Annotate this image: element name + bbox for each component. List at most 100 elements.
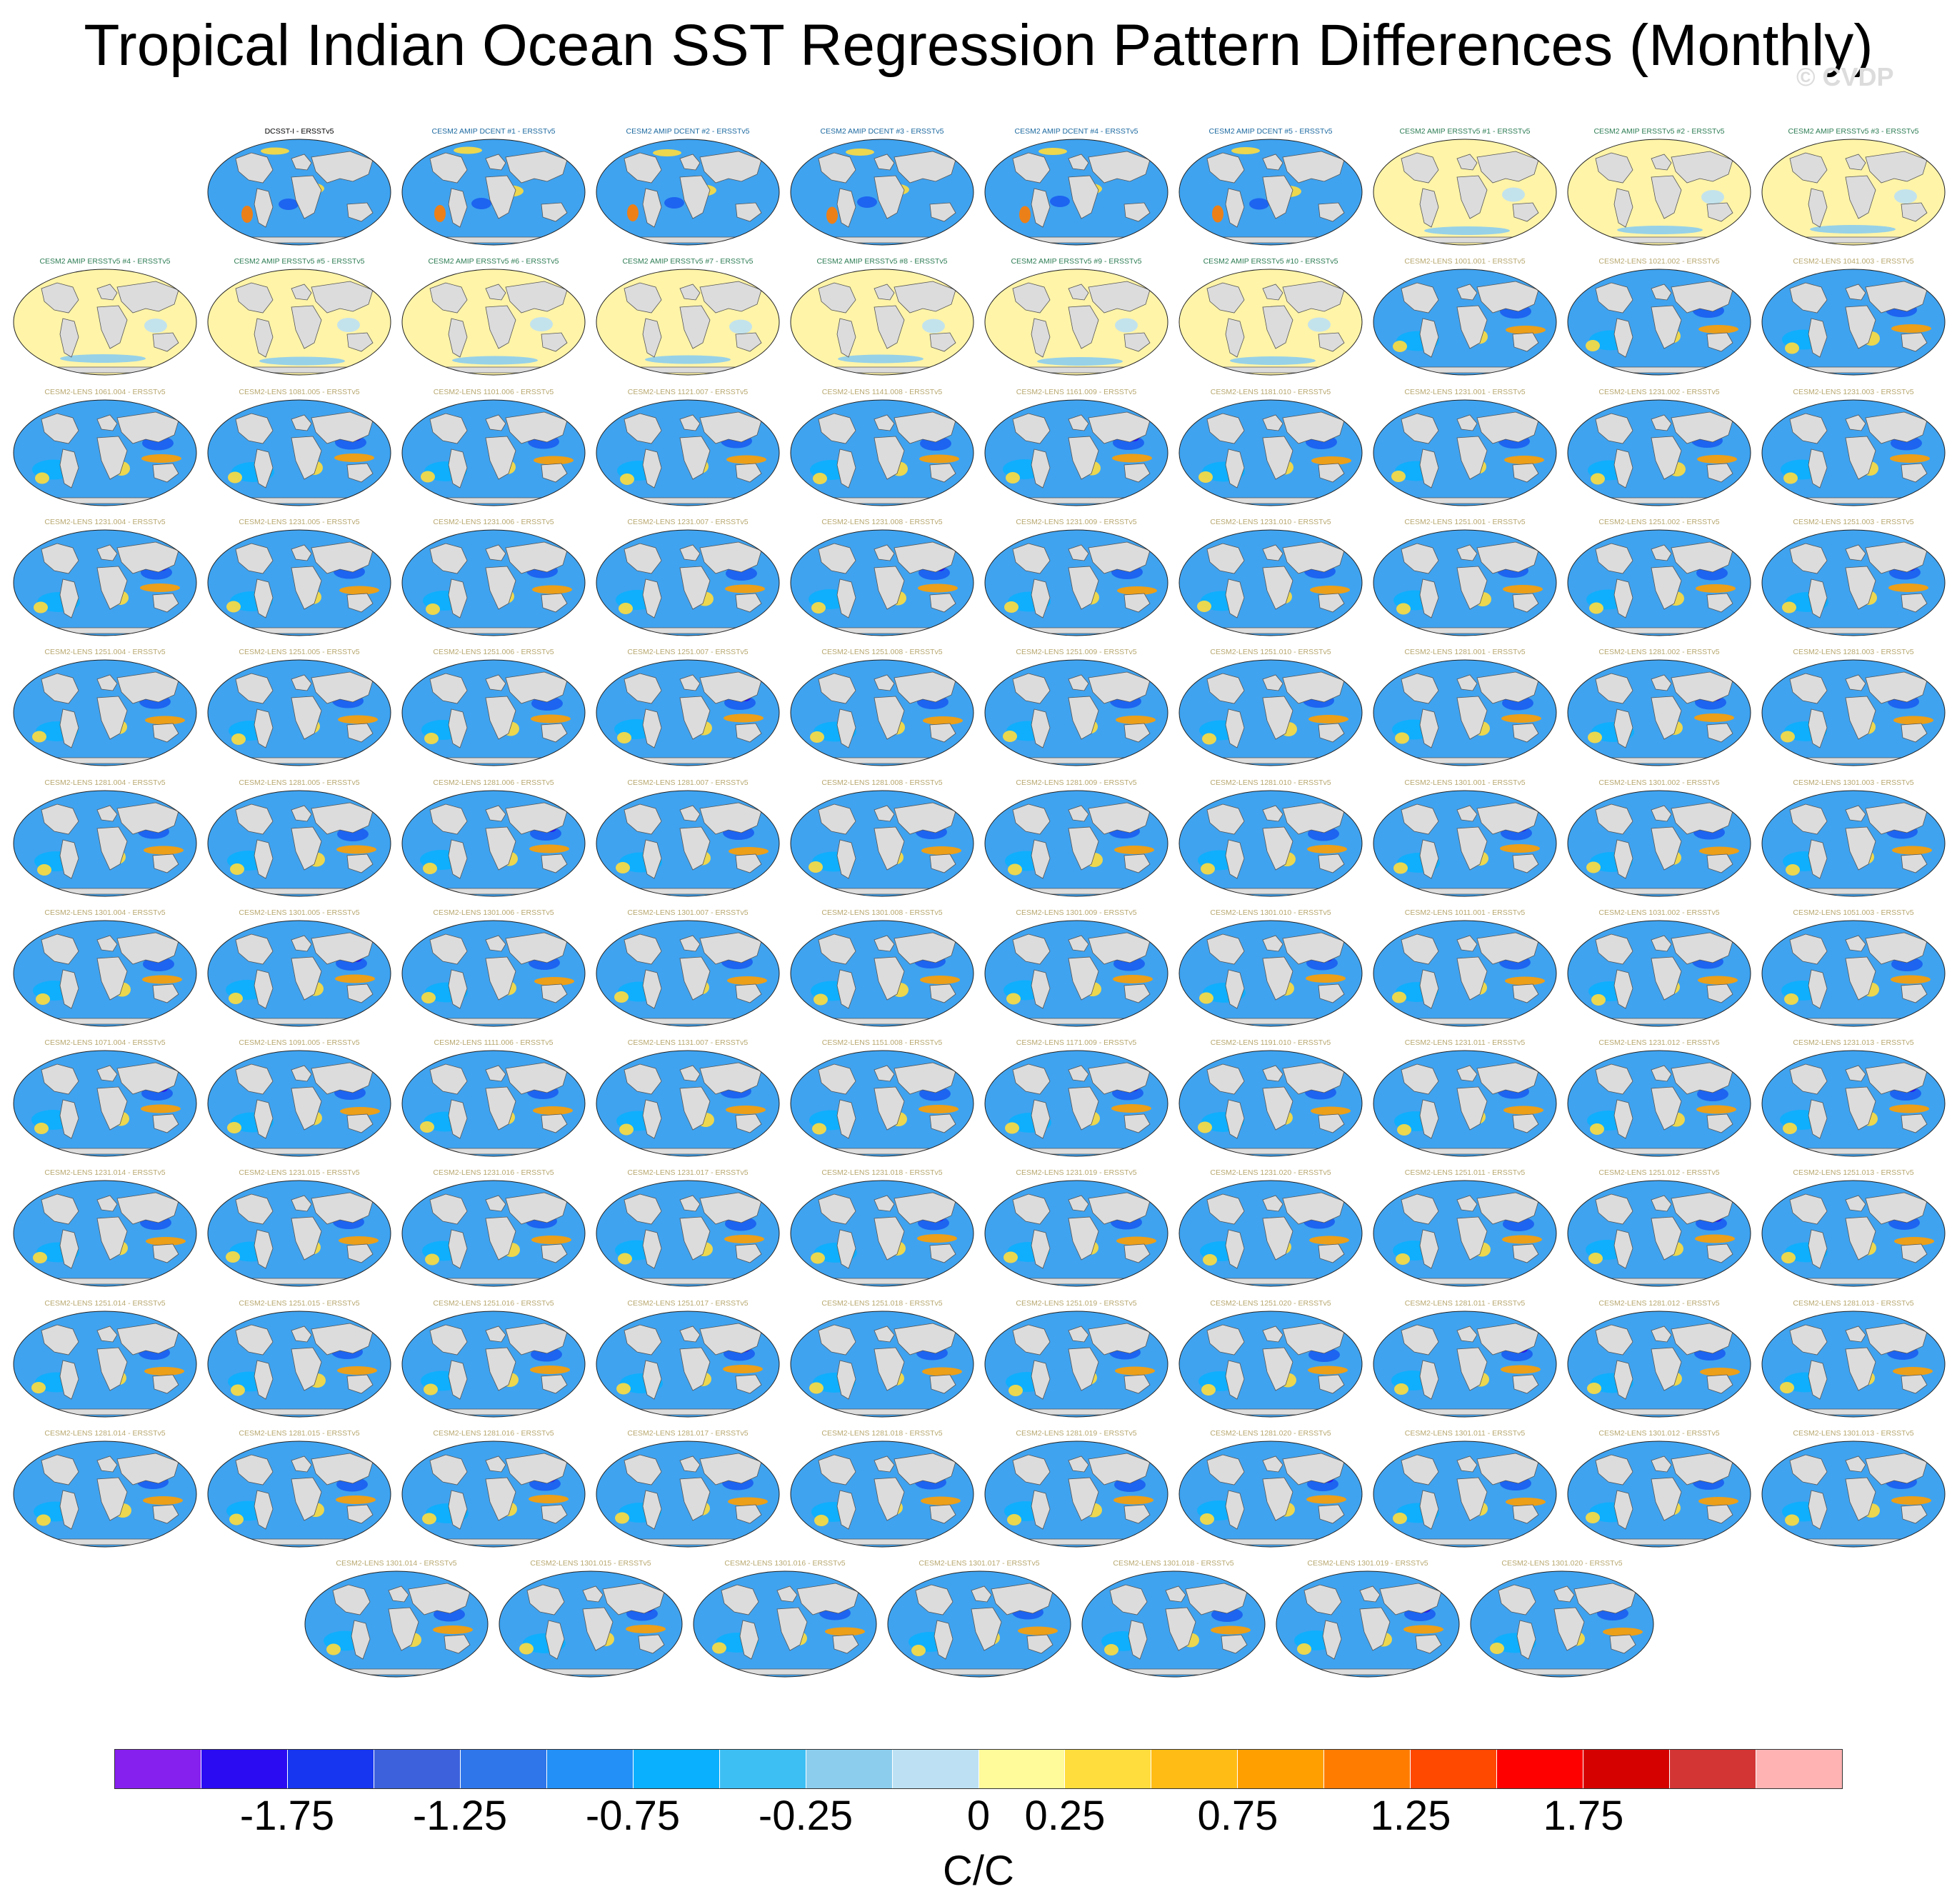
sst-anomaly-region xyxy=(1701,190,1724,204)
sst-anomaly-region xyxy=(1311,456,1351,465)
landmass xyxy=(836,188,856,228)
landmass xyxy=(1318,1504,1345,1524)
map-border xyxy=(13,399,197,506)
landmass xyxy=(116,281,179,314)
map-panel-title: CESM2-LENS 1281.018 - ERSSTv5 xyxy=(821,1429,943,1438)
landmass xyxy=(1401,1063,1439,1095)
world-map xyxy=(207,659,391,766)
landmass xyxy=(1068,154,1089,171)
world-map xyxy=(207,1180,391,1287)
world-map xyxy=(1567,399,1751,506)
sst-anomaly-region xyxy=(1116,716,1156,725)
map-panel-title: CESM2-LENS 1231.015 - ERSSTv5 xyxy=(239,1168,360,1178)
landmass xyxy=(1651,1326,1672,1343)
landmass xyxy=(1512,202,1539,222)
map-panel-title: CESM2-LENS 1281.001 - ERSSTv5 xyxy=(1404,648,1526,657)
landmass xyxy=(1419,188,1439,228)
landmass xyxy=(624,1063,662,1095)
map-panel: CESM2-LENS 1281.004 - ERSSTv5 xyxy=(9,777,201,898)
map-panel: CESM2-LENS 1061.004 - ERSSTv5 xyxy=(9,386,201,508)
world-map xyxy=(401,399,586,506)
map-panel-title: CESM2-LENS 1301.017 - ERSSTv5 xyxy=(919,1559,1040,1568)
landmass xyxy=(998,888,1155,894)
landmass xyxy=(1386,1278,1543,1285)
landmass xyxy=(415,888,572,894)
world-map xyxy=(401,1050,586,1157)
sst-anomaly-region xyxy=(529,1495,569,1503)
world-map xyxy=(790,1311,974,1418)
map-panel-title: CESM2-LENS 1231.018 - ERSSTv5 xyxy=(821,1168,943,1178)
map-panel: CESM2-LENS 1151.008 - ERSSTv5 xyxy=(786,1037,978,1158)
map-panel: CESM2 AMIP ERSSTv5 #5 - ERSSTv5 xyxy=(203,256,396,377)
map-panel-title: CESM2-LENS 1231.013 - ERSSTv5 xyxy=(1793,1038,1914,1048)
map-panel-title: CESM2-LENS 1231.020 - ERSSTv5 xyxy=(1210,1168,1331,1178)
landmass xyxy=(1651,284,1672,301)
map-panel-title: CESM2 AMIP DCENT #4 - ERSSTv5 xyxy=(1014,127,1138,136)
map-border xyxy=(1761,399,1946,506)
landmass xyxy=(485,956,516,1001)
world-map xyxy=(401,659,586,766)
landmass xyxy=(1031,1490,1051,1530)
sst-anomaly-region xyxy=(229,1513,244,1525)
map-border xyxy=(1567,269,1751,376)
landmass xyxy=(874,935,895,952)
map-panel-title: CESM2-LENS 1111.006 - ERSSTv5 xyxy=(434,1038,554,1048)
landmass xyxy=(1512,593,1539,613)
landmass xyxy=(1088,281,1151,314)
world-map xyxy=(13,920,197,1027)
map-panel-title: CESM2-LENS 1231.005 - ERSSTv5 xyxy=(239,517,360,526)
landmass xyxy=(96,1477,128,1521)
landmass xyxy=(1865,1453,1928,1485)
world-map xyxy=(13,1311,197,1418)
map-border xyxy=(1567,139,1751,246)
map-panel: CESM2-LENS 1251.020 - ERSSTv5 xyxy=(1174,1298,1367,1419)
landmass xyxy=(1651,696,1682,740)
sst-anomaly-region xyxy=(1019,206,1031,224)
map-border xyxy=(207,1050,391,1157)
sst-anomaly-region xyxy=(1810,225,1896,234)
world-map xyxy=(984,1180,1168,1287)
landmass xyxy=(291,1326,312,1343)
sst-anomaly-region xyxy=(1203,1254,1217,1266)
colorbar xyxy=(114,1749,1843,1789)
map-border xyxy=(1761,659,1946,766)
map-panel-title: CESM2-LENS 1301.005 - ERSSTv5 xyxy=(239,908,360,917)
landmass xyxy=(1651,1347,1682,1391)
landmass xyxy=(1671,1453,1733,1485)
landmass xyxy=(1026,1634,1053,1654)
sst-anomaly-region xyxy=(231,1384,245,1396)
landmass xyxy=(1088,671,1151,704)
map-panel-title: CESM2-LENS 1051.003 - ERSSTv5 xyxy=(1793,908,1914,917)
landmass xyxy=(836,1099,856,1139)
sst-anomaly-region xyxy=(1018,1626,1058,1635)
landmass xyxy=(818,1063,856,1095)
landmass xyxy=(429,1454,468,1485)
sst-anomaly-region xyxy=(724,1235,764,1244)
landmass xyxy=(1512,1504,1539,1524)
map-border xyxy=(1373,1180,1557,1287)
landmass xyxy=(1595,933,1633,965)
map-panel: CESM2-LENS 1231.012 - ERSSTv5 xyxy=(1563,1037,1756,1158)
sst-anomaly-region xyxy=(1781,731,1795,743)
landmass xyxy=(1789,1454,1828,1485)
landmass xyxy=(1456,674,1478,691)
map-panel-title: CESM2 AMIP DCENT #2 - ERSSTv5 xyxy=(626,127,750,136)
map-border xyxy=(1373,920,1557,1027)
map-border xyxy=(1470,1570,1654,1678)
sst-anomaly-region xyxy=(1502,187,1525,202)
sst-anomaly-region xyxy=(1782,601,1796,613)
landmass xyxy=(485,284,506,301)
landmass xyxy=(1613,708,1633,748)
map-panel-title: CESM2 AMIP ERSSTv5 #9 - ERSSTv5 xyxy=(1011,257,1142,266)
landmass xyxy=(874,566,905,610)
sst-anomaly-region xyxy=(1586,1512,1600,1523)
landmass xyxy=(1088,802,1151,834)
landmass xyxy=(699,281,762,314)
landmass xyxy=(254,839,274,879)
colorbar-box xyxy=(806,1750,893,1788)
world-map xyxy=(1761,139,1946,246)
sst-anomaly-region xyxy=(1393,341,1407,353)
landmass xyxy=(1476,802,1539,834)
sst-anomaly-region xyxy=(1490,1643,1504,1655)
landmass xyxy=(991,1583,1053,1615)
